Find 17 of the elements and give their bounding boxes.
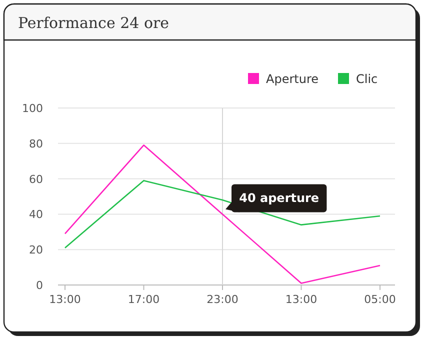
legend-label: Clic xyxy=(356,72,378,86)
y-tick-label: 80 xyxy=(29,137,43,150)
y-tick-label: 20 xyxy=(29,244,43,257)
y-tick-label: 0 xyxy=(36,279,43,292)
y-tick-label: 60 xyxy=(29,172,43,186)
legend-label: Aperture xyxy=(266,72,319,86)
chart-title: Performance 24 ore xyxy=(18,14,170,32)
x-tick-label: 05:00 xyxy=(364,293,396,306)
y-tick-label: 100 xyxy=(22,102,43,115)
x-tick-label: 17:00 xyxy=(128,293,160,306)
annotation: 40 aperture xyxy=(239,191,320,206)
x-tick-label: 13:00 xyxy=(49,293,81,306)
line-series xyxy=(64,144,381,284)
y-tick-label: 40 xyxy=(29,208,43,222)
x-tick-label: 23:00 xyxy=(206,293,238,306)
line-series xyxy=(64,180,381,248)
x-tick-label: 13:00 xyxy=(285,293,318,306)
